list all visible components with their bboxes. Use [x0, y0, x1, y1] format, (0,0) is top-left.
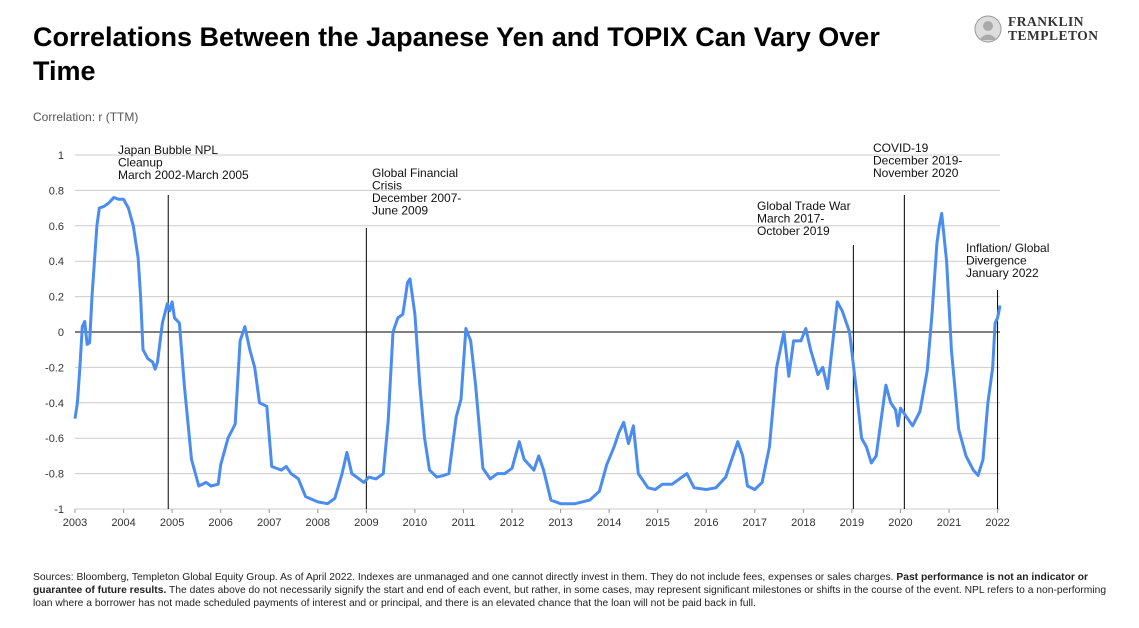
annotation: March 2002-March 2005 [118, 168, 249, 182]
y-tick-label: -0.6 [45, 433, 64, 445]
x-tick-label: 2022 [985, 517, 1009, 529]
annotation: November 2020 [873, 166, 959, 180]
x-tick-label: 2005 [160, 517, 184, 529]
annotation: January 2022 [966, 266, 1039, 280]
x-tick-label: 2007 [257, 517, 281, 529]
annotation: Japan Bubble NPL [118, 143, 218, 157]
chart: Correlation: r (TTM) 1 0.8 0.6 0.4 0.2 0 -0.2 -0… [33, 110, 1049, 529]
annotation: Global Financial [372, 166, 458, 180]
y-tick-label: -0.4 [45, 398, 64, 410]
footer-text: Sources: Bloomberg, Templeton Global Equ… [33, 572, 897, 583]
x-tick-label: 2010 [403, 517, 427, 529]
x-tick-label: 2013 [548, 517, 572, 529]
y-axis-label: Correlation: r (TTM) [33, 110, 138, 124]
x-tick-label: 2008 [306, 517, 330, 529]
annotation: Inflation/ Global [966, 241, 1049, 255]
y-tick-label: 0 [58, 327, 64, 339]
x-tick-label: 2014 [597, 517, 621, 529]
annotation: March 2017- [757, 212, 824, 226]
y-tick-label: 0.8 [49, 185, 64, 197]
y-tick-label: 1 [58, 150, 64, 162]
footer-bold: Past performance is not an indicator or … [33, 572, 1089, 596]
annotation: Cleanup [118, 156, 163, 170]
y-tick-label: -1 [54, 504, 64, 516]
x-tick-label: 2019 [840, 517, 864, 529]
annotation: December 2007- [372, 191, 461, 205]
x-tick-label: 2016 [694, 517, 718, 529]
logo: FRANKLIN TEMPLETON [1008, 15, 1099, 43]
y-tick-label: 0.4 [49, 256, 64, 268]
annotation: December 2019- [873, 154, 962, 168]
line-series [73, 196, 1002, 506]
y-tick-label: 0.6 [49, 221, 64, 233]
y-tick-label: 0.2 [49, 292, 64, 304]
logo-text: FRANKLIN [1008, 14, 1085, 29]
y-tick-label: -0.8 [45, 469, 64, 481]
x-tick-label: 2015 [645, 517, 669, 529]
annotation: Global Trade War [757, 199, 851, 213]
x-tick-label: 2003 [63, 517, 87, 529]
x-tick-label: 2009 [354, 517, 378, 529]
x-tick-label: 2012 [500, 517, 524, 529]
logo-text: TEMPLETON [1008, 28, 1099, 43]
logo-icon [974, 15, 1002, 43]
footer-text: The dates above do not necessarily signi… [33, 585, 1107, 609]
annotation: October 2019 [757, 224, 830, 238]
footer: Sources: Bloomberg, Templeton Global Equ… [33, 571, 1108, 610]
annotation: Divergence [966, 254, 1027, 268]
y-tick-label: -0.2 [45, 362, 64, 374]
x-tick-label: 2011 [452, 517, 476, 529]
x-tick-label: 2004 [111, 517, 135, 529]
x-tick-label: 2020 [888, 517, 912, 529]
annotation: June 2009 [372, 204, 428, 218]
x-tick-label: 2006 [208, 517, 232, 529]
chart-title: Correlations Between the Japanese Yen an… [33, 22, 880, 86]
x-tick-label: 2018 [791, 517, 815, 529]
x-tick-label: 2017 [743, 517, 767, 529]
annotation: Crisis [372, 179, 402, 193]
x-tick-label: 2021 [937, 517, 961, 529]
annotation: COVID-19 [873, 141, 929, 155]
